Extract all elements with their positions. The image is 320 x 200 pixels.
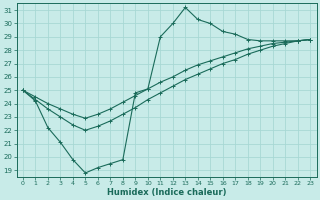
X-axis label: Humidex (Indice chaleur): Humidex (Indice chaleur) (107, 188, 226, 197)
